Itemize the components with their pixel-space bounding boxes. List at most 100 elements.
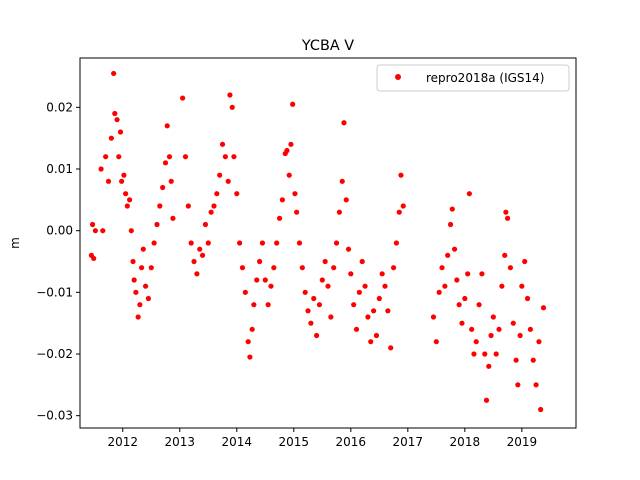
plot-frame xyxy=(79,57,577,429)
data-point xyxy=(180,95,186,101)
data-point xyxy=(214,191,220,197)
data-point xyxy=(517,332,523,339)
data-point xyxy=(92,228,98,234)
data-point xyxy=(488,332,494,339)
data-point xyxy=(479,271,485,277)
data-point xyxy=(502,252,508,258)
data-point xyxy=(114,117,120,123)
data-point xyxy=(430,314,437,320)
data-point xyxy=(385,308,391,314)
data-point xyxy=(166,154,173,160)
data-point xyxy=(185,203,191,209)
data-point xyxy=(111,70,117,77)
data-point xyxy=(217,172,223,178)
data-point xyxy=(271,265,277,271)
data-point xyxy=(249,326,255,332)
legend-entry-label: repro2018a (IGS14) xyxy=(426,71,544,85)
data-point xyxy=(148,265,154,271)
data-point xyxy=(486,363,492,369)
data-point xyxy=(274,240,280,246)
y-tick-label: 0.01 xyxy=(46,162,73,176)
data-point xyxy=(262,277,268,283)
data-point xyxy=(105,178,112,184)
data-point xyxy=(188,240,194,246)
data-point xyxy=(245,339,251,345)
data-point xyxy=(133,289,139,295)
data-point xyxy=(121,172,127,178)
data-point xyxy=(522,258,528,265)
data-point xyxy=(482,351,488,357)
y-axis: 0.02 0.01 0.00 −0.01 −0.02 −0.03 xyxy=(36,100,80,423)
data-point xyxy=(504,215,511,221)
x-tick-label: 2014 xyxy=(222,435,253,449)
data-point xyxy=(451,246,458,252)
data-point xyxy=(449,206,455,212)
data-point xyxy=(476,302,482,308)
data-point xyxy=(348,271,354,277)
data-point xyxy=(194,271,200,277)
data-point xyxy=(211,203,217,209)
data-point xyxy=(454,277,460,283)
data-point xyxy=(116,154,122,160)
data-point xyxy=(199,252,206,258)
data-point xyxy=(288,141,294,147)
data-point xyxy=(294,209,300,215)
data-point xyxy=(237,240,243,246)
data-point xyxy=(251,302,257,308)
data-point xyxy=(459,320,465,326)
data-point xyxy=(160,184,166,191)
data-point xyxy=(533,382,539,388)
data-point xyxy=(359,258,365,265)
y-tick-label: −0.03 xyxy=(36,409,73,423)
data-point xyxy=(490,314,496,320)
data-point xyxy=(131,277,137,283)
data-point xyxy=(483,397,490,403)
data-point xyxy=(242,289,248,295)
y-axis-label: m xyxy=(8,237,22,249)
data-point xyxy=(117,129,124,135)
data-point xyxy=(510,320,516,326)
data-point xyxy=(513,357,519,363)
data-point xyxy=(316,302,323,308)
data-point xyxy=(219,141,226,147)
x-tick-label: 2012 xyxy=(107,435,138,449)
data-point xyxy=(433,339,439,345)
data-point xyxy=(182,154,189,160)
data-point xyxy=(436,289,442,295)
data-point xyxy=(527,326,533,332)
data-point xyxy=(145,295,152,302)
data-point xyxy=(225,178,231,184)
data-point xyxy=(503,209,509,215)
data-point xyxy=(393,240,400,246)
data-point xyxy=(530,357,536,363)
data-point xyxy=(442,283,448,289)
data-point xyxy=(128,228,134,234)
data-point xyxy=(376,295,382,302)
data-point xyxy=(305,308,311,314)
data-point xyxy=(208,209,214,215)
data-point xyxy=(231,154,237,160)
data-point xyxy=(447,221,454,228)
data-point xyxy=(265,302,271,308)
data-point xyxy=(331,265,337,271)
legend: repro2018a (IGS14) xyxy=(376,64,570,92)
data-point xyxy=(524,295,531,302)
data-point xyxy=(388,345,394,351)
y-tick-label: 0.00 xyxy=(46,224,73,238)
x-tick-label: 2013 xyxy=(164,435,195,449)
data-point xyxy=(279,197,285,203)
data-point xyxy=(259,240,266,246)
y-tick-label: −0.01 xyxy=(36,285,73,299)
x-tick-label: 2016 xyxy=(336,435,367,449)
data-point xyxy=(254,277,260,283)
data-point xyxy=(299,265,305,271)
data-point xyxy=(284,147,290,154)
data-point xyxy=(496,326,502,332)
data-point xyxy=(471,351,477,357)
data-point xyxy=(341,120,347,126)
data-point xyxy=(168,178,174,184)
data-point xyxy=(466,191,472,197)
data-point xyxy=(108,135,114,141)
data-point xyxy=(222,154,228,160)
data-point xyxy=(234,191,240,197)
